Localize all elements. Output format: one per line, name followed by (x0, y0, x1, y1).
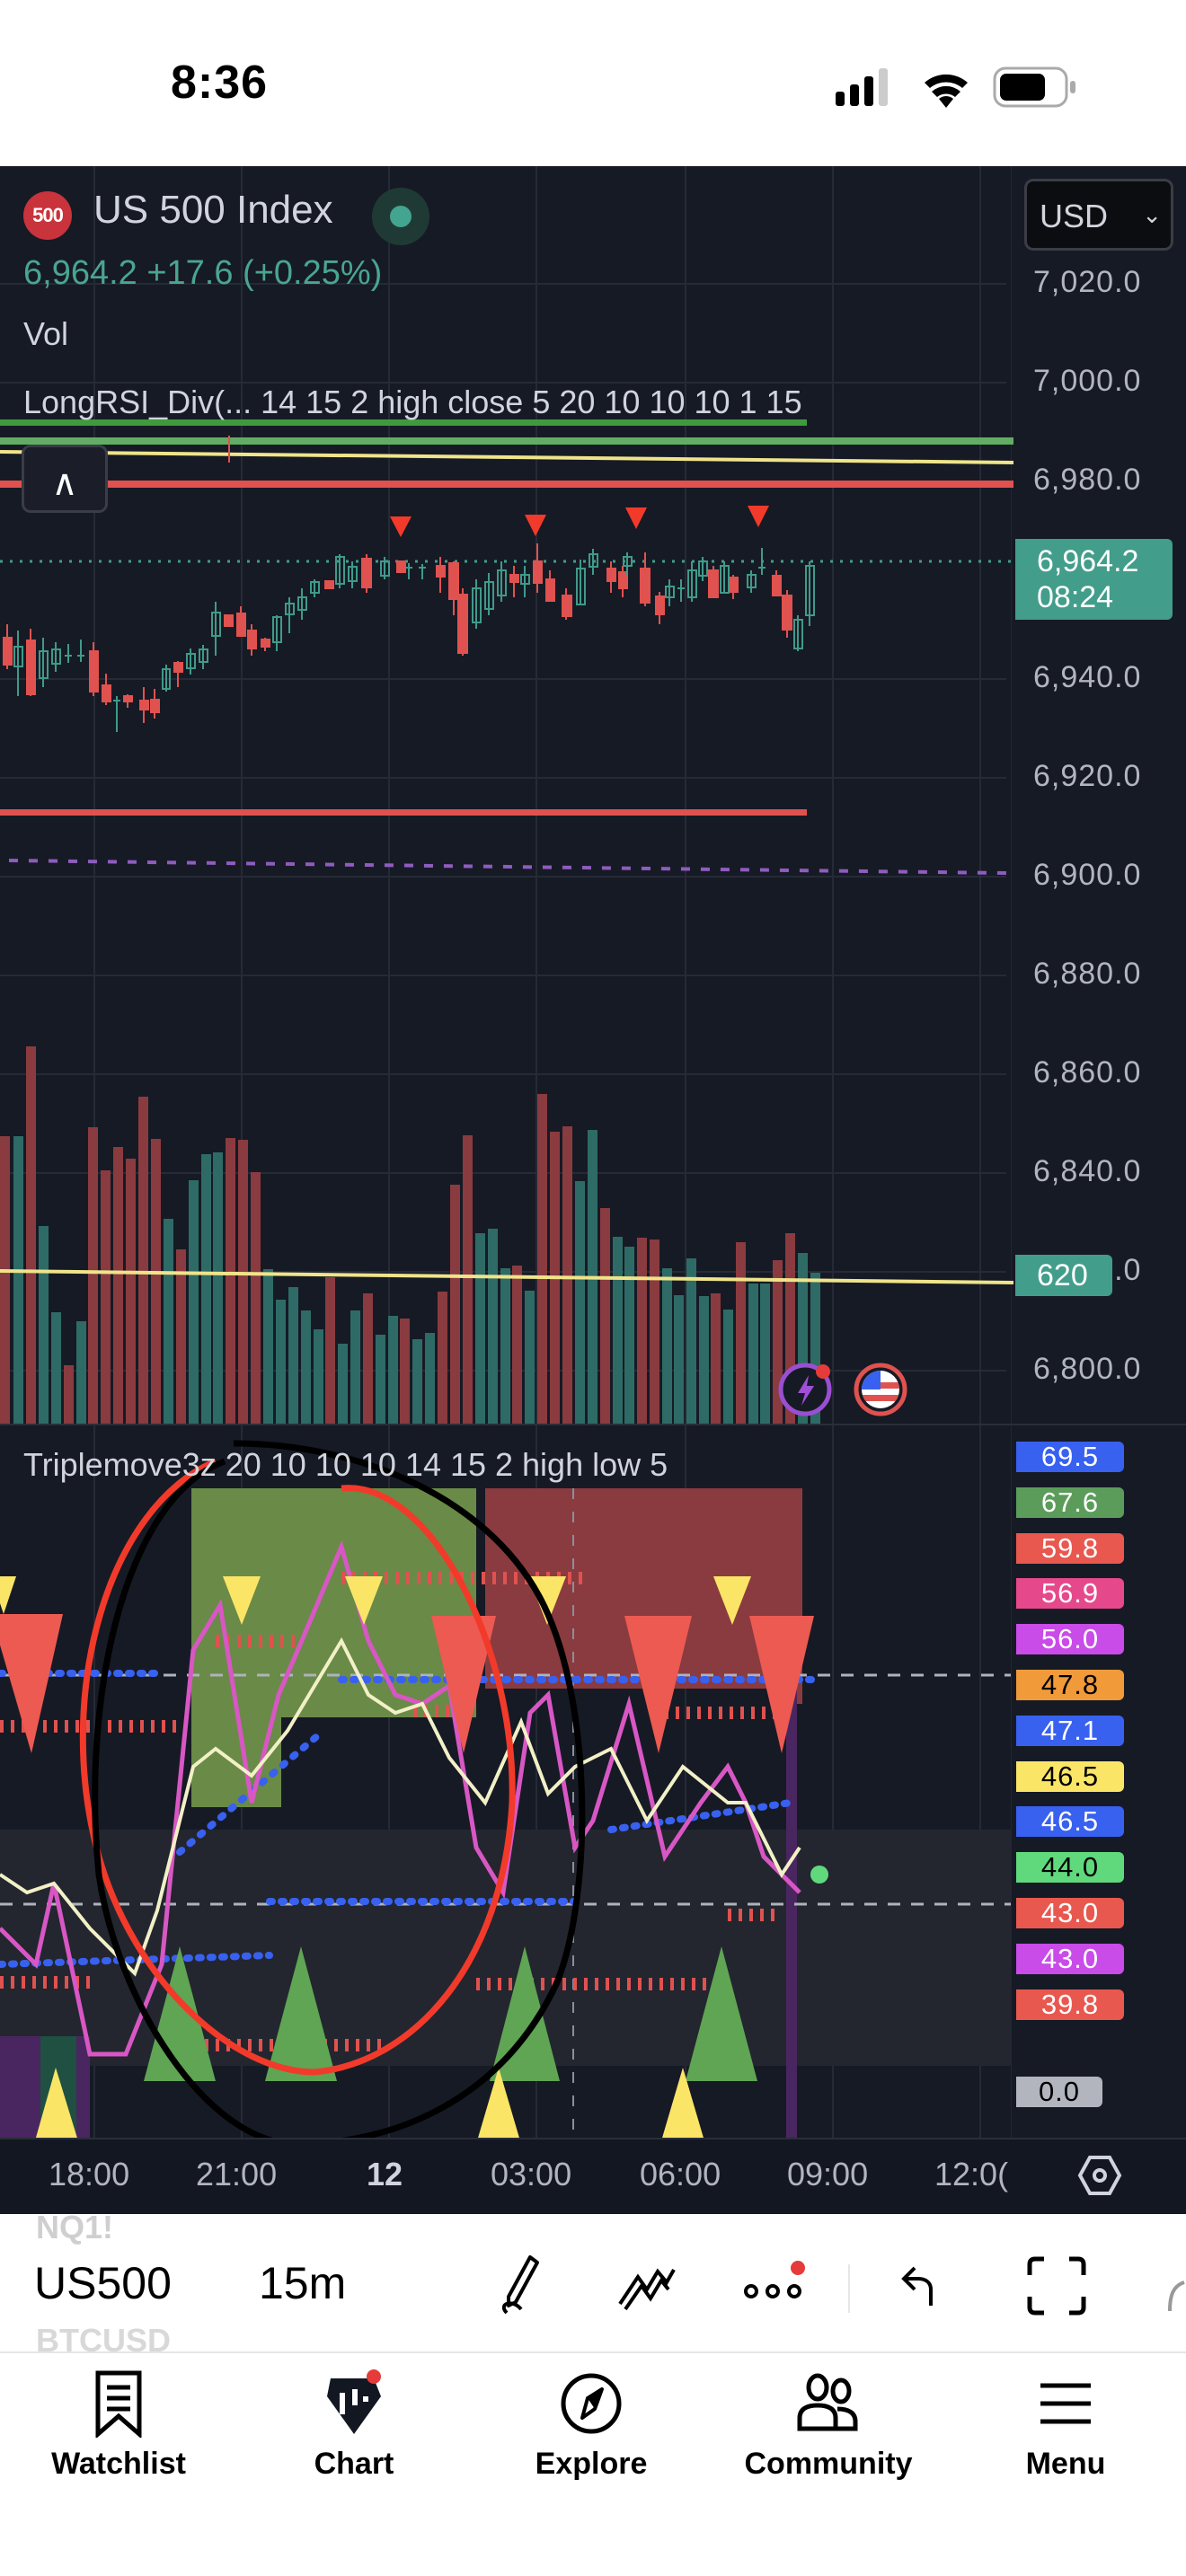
price-series (0, 419, 1014, 1424)
toolbar-divider (848, 2264, 850, 2313)
oscillator-value-tag: 59.8 (1016, 1532, 1124, 1564)
time-axis[interactable]: 18:00 21:00 12 03:00 06:00 09:00 12:0( (0, 2138, 1186, 2214)
price-axis-label: 7,000.0 (1033, 364, 1142, 398)
oscillator-value-tag: 46.5 (1016, 1760, 1124, 1792)
chart-toolbar: NQ1! US500 15m BTCUSD (0, 2209, 1186, 2359)
lightning-event-icon[interactable] (776, 1361, 834, 1418)
tab-label: Community (744, 2447, 913, 2481)
symbol-carousel-next[interactable]: BTCUSD (36, 2322, 171, 2359)
scroll-more-icon[interactable] (1164, 2279, 1186, 2315)
tab-menu[interactable]: Menu (976, 2369, 1155, 2482)
undo-icon[interactable] (890, 2250, 961, 2322)
cellular-signal-icon (836, 68, 888, 106)
chevron-up-icon: ∧ (51, 463, 78, 503)
symbol-logo: 500 (23, 191, 72, 240)
more-icon[interactable] (737, 2250, 809, 2322)
volume-bars (0, 1046, 1014, 1424)
pane-divider[interactable] (0, 1424, 1186, 1425)
price-axis-border (1011, 166, 1012, 2138)
oscillator-pane[interactable]: 17 (0, 1425, 1011, 2138)
price-axis-label: 6,840.0 (1033, 1154, 1142, 1188)
indicator-legend-triplemove[interactable]: Triplemove3z 20 10 10 10 14 15 2 high lo… (23, 1446, 668, 1483)
tab-label: Chart (314, 2447, 394, 2481)
last-price-value: 6,964.2 (1037, 544, 1139, 578)
volume-legend[interactable]: Vol (23, 315, 69, 352)
oscillator-value-tag: 46.5 (1016, 1806, 1124, 1838)
chevron-down-icon: ⌄ (1142, 201, 1162, 228)
currency-value: USD (1040, 198, 1109, 234)
price-axis-label: 6,920.0 (1033, 759, 1142, 793)
symbol-title[interactable]: US 500 Index (93, 188, 333, 232)
oscillator-value-tag: 69.5 (1016, 1442, 1124, 1472)
time-label: 21:00 (196, 2156, 278, 2192)
market-status-icon[interactable] (372, 188, 429, 245)
time-label: 03:00 (491, 2156, 572, 2192)
tab-chart[interactable]: Chart (264, 2369, 444, 2482)
community-icon (797, 2373, 858, 2431)
symbol-carousel-prev[interactable]: NQ1! (36, 2209, 114, 2245)
bar-countdown: 08:24 (1037, 580, 1114, 614)
status-time: 8:36 (171, 57, 269, 109)
oscillator-zero-tag: 0.0 (1016, 2077, 1102, 2107)
price-axis-label: 6,940.0 (1033, 660, 1142, 694)
us-flag-event-icon[interactable] (852, 1361, 909, 1418)
oscillator-series (0, 1440, 1011, 2138)
symbol-button[interactable]: US500 (34, 2258, 172, 2308)
tab-label: Explore (535, 2447, 648, 2481)
oscillator-value-tag: 39.8 (1016, 1989, 1124, 2020)
tab-label: Menu (1025, 2447, 1106, 2481)
indicator-legend-longrsi[interactable]: LongRSI_Div(... 14 15 2 high close 5 20 … (23, 384, 802, 420)
chart-icon (327, 2369, 381, 2434)
tab-community[interactable]: Community (739, 2369, 918, 2482)
time-label: 18:00 (49, 2156, 130, 2192)
oscillator-value-tag: 56.0 (1016, 1624, 1124, 1655)
volume-tag: 620 (1015, 1255, 1112, 1296)
interval-button[interactable]: 15m (259, 2258, 347, 2308)
chart-settings-icon[interactable] (1076, 2152, 1123, 2199)
price-axis-label: 6,800.0 (1033, 1352, 1142, 1386)
price-axis-label: 6,880.0 (1033, 957, 1142, 991)
bottom-tab-bar: Watchlist Chart Explore Community (0, 2355, 1186, 2576)
time-label: 06:00 (640, 2156, 721, 2192)
indicators-icon[interactable] (611, 2250, 683, 2322)
time-label: 09:00 (787, 2156, 869, 2192)
oscillator-value-tag: 43.0 (1016, 1898, 1124, 1928)
price-axis-label: 6,860.0 (1033, 1055, 1142, 1090)
compass-icon (561, 2373, 622, 2434)
candles (3, 436, 815, 732)
price-axis-label: 6,980.0 (1033, 463, 1142, 497)
wifi-icon (925, 74, 968, 108)
battery-icon (993, 66, 1075, 108)
currency-selector[interactable]: USD ⌄ (1024, 179, 1173, 251)
price-change: 6,964.2 +17.6 (+0.25%) (23, 254, 383, 292)
watchlist-icon (95, 2370, 142, 2438)
time-label-day: 12 (367, 2156, 403, 2192)
price-axis-label: 7,020.0 (1033, 265, 1142, 299)
time-label: 12:0( (934, 2156, 1009, 2192)
oscillator-value-tag: 47.8 (1016, 1670, 1124, 1700)
chart-canvas[interactable]: 500 US 500 Index 6,964.2 +17.6 (+0.25%) … (0, 166, 1186, 2138)
price-axis-label: 6,900.0 (1033, 858, 1142, 892)
last-price-tag: 6,964.2 08:24 (1015, 539, 1173, 620)
oscillator-value-tag: 67.6 (1016, 1486, 1124, 1518)
tab-watchlist[interactable]: Watchlist (29, 2369, 208, 2482)
menu-icon (1040, 2383, 1091, 2424)
collapse-legend-button[interactable]: ∧ (22, 445, 108, 513)
tab-explore[interactable]: Explore (501, 2369, 681, 2482)
oscillator-value-tag: 43.0 (1016, 1943, 1124, 1974)
oscillator-value-tag: 44.0 (1016, 1852, 1124, 1883)
draw-icon[interactable] (485, 2250, 557, 2322)
fullscreen-icon[interactable] (1021, 2250, 1093, 2322)
oscillator-value-tag: 56.9 (1016, 1578, 1124, 1610)
oscillator-value-tag: 47.1 (1016, 1715, 1124, 1746)
status-bar: 8:36 (0, 0, 1186, 166)
tab-label: Watchlist (51, 2447, 186, 2481)
